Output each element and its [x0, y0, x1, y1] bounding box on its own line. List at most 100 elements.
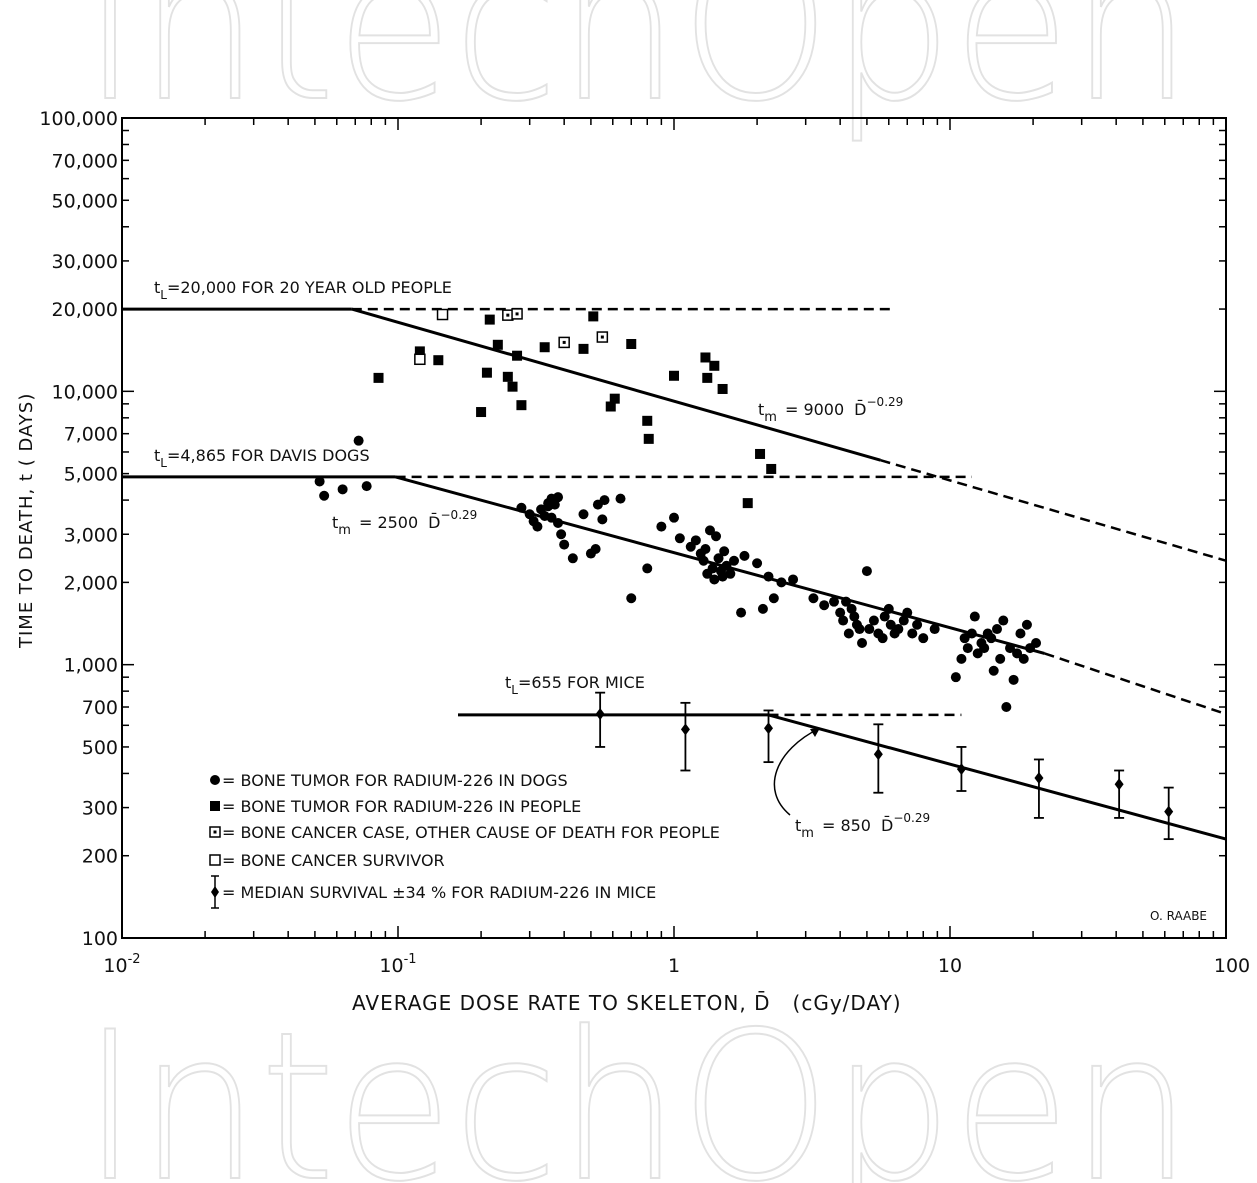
point-people: [578, 343, 589, 354]
dogs-eq-text: = 2500: [359, 513, 418, 532]
point-people: [609, 393, 620, 404]
point-people: [626, 338, 637, 349]
point-dog: [757, 603, 768, 614]
x-axis-title: AVERAGE DOSE RATE TO SKELETON, D̄ (cGy/D…: [352, 990, 902, 1015]
point-dog: [819, 600, 830, 611]
x-tick-labels: 10-2 10-1 1 10 100: [103, 952, 1250, 977]
point-dog: [864, 624, 875, 635]
watermark-bottom: IntechOpen: [82, 989, 1192, 1183]
point-dog: [752, 558, 763, 569]
mice-equation-pointer: [773, 727, 821, 816]
y-tick-label: 500: [82, 737, 118, 759]
legend-marker-dogs: [210, 775, 220, 785]
point-dog: [1015, 628, 1026, 639]
point-other-cause-dot: [600, 335, 604, 339]
x-tick-label: 10-1: [379, 952, 416, 977]
point-dog: [956, 653, 967, 664]
point-people: [476, 407, 487, 418]
line-people-fit: [351, 307, 881, 462]
x-tick-label: 10: [938, 955, 962, 977]
point-dog: [516, 502, 527, 513]
point-dog: [877, 633, 888, 644]
point-dog: [808, 593, 819, 604]
y-tick-label: 5,000: [64, 464, 118, 486]
legend-item-people: = BONE TUMOR FOR RADIUM-226 IN PEOPLE: [210, 797, 581, 816]
point-people: [669, 370, 679, 381]
point-people: [717, 383, 728, 394]
point-dog: [729, 555, 740, 566]
point-dog: [319, 490, 330, 501]
mice-lifespan-sub: L: [511, 683, 518, 697]
point-dog: [690, 535, 701, 546]
point-dog: [849, 611, 860, 622]
point-people: [755, 448, 766, 459]
mice-lifespan-text: =655 FOR MICE: [518, 673, 645, 692]
point-dog: [861, 566, 872, 577]
point-mice-median: [873, 748, 883, 761]
point-dog: [721, 560, 732, 571]
point-mice-median: [1114, 778, 1124, 791]
point-mice-median: [764, 722, 774, 735]
point-dog: [912, 619, 923, 630]
y-tick-label: 200: [82, 846, 118, 868]
point-other-cause-dot: [562, 340, 566, 344]
people-lifespan-label: tL=20,000 FOR 20 YEAR OLD PEOPLE: [154, 278, 452, 302]
people-eq-sub: m: [764, 410, 777, 425]
point-people: [481, 367, 492, 378]
point-people: [709, 360, 720, 371]
point-dog: [885, 619, 896, 630]
point-mice-median: [680, 723, 690, 736]
point-dog: [713, 553, 724, 564]
legend-marker-other-cause-dot: [213, 830, 217, 834]
point-dog: [711, 531, 722, 542]
point-dog: [709, 574, 720, 585]
point-dog: [868, 615, 879, 626]
point-people: [492, 339, 503, 350]
point-dog: [1001, 702, 1012, 713]
point-people: [502, 371, 513, 382]
point-dog: [1005, 643, 1016, 654]
point-dog: [988, 665, 999, 676]
point-other-cause-dot: [515, 312, 519, 316]
x-tick-label: 100: [1214, 955, 1250, 977]
point-dog: [553, 492, 564, 503]
point-people: [507, 381, 518, 392]
mice-eq-var: D̄: [881, 816, 893, 835]
legend-marker-people: [210, 801, 220, 811]
y-tick-label: 100,000: [39, 108, 118, 130]
point-people: [484, 314, 495, 325]
dogs-eq-sub: m: [338, 523, 351, 538]
point-dog: [843, 628, 854, 639]
point-dog: [361, 481, 372, 492]
y-tick-label: 300: [82, 798, 118, 820]
point-dog: [835, 607, 846, 618]
point-mice-median: [595, 707, 605, 720]
line-mice-fit: [768, 713, 1227, 841]
y-tick-label: 7,000: [64, 424, 118, 446]
point-dog: [1018, 653, 1029, 664]
y-tick-label: 10,000: [52, 381, 118, 403]
line-dogs-fit-ext: [1044, 652, 1227, 716]
people-eq-var: D̄: [854, 400, 866, 419]
line-people-fit-ext: [880, 458, 1227, 562]
point-dog: [1031, 638, 1042, 649]
point-dog: [736, 607, 747, 618]
people-lifespan-sub: L: [160, 288, 167, 302]
point-dog: [674, 533, 685, 544]
dogs-lifespan-sub: L: [160, 456, 167, 470]
point-dog: [599, 495, 610, 506]
point-dog: [879, 611, 890, 622]
legend-label-dogs: = BONE TUMOR FOR RADIUM-226 IN DOGS: [222, 771, 568, 790]
legend-item-survivor: = BONE CANCER SURVIVOR: [209, 851, 445, 870]
point-dog: [979, 643, 990, 654]
point-people: [588, 311, 599, 322]
point-dog: [929, 624, 940, 635]
point-dog: [656, 521, 667, 532]
y-tick-label: 3,000: [64, 524, 118, 546]
point-people: [642, 415, 653, 426]
point-dog: [846, 603, 857, 614]
point-people: [700, 352, 711, 363]
point-dog: [986, 633, 997, 644]
point-people: [742, 498, 753, 509]
